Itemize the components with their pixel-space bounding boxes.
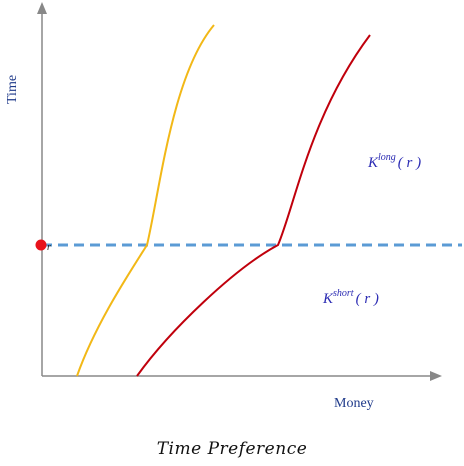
y-axis-arrowhead [37, 2, 47, 14]
k-short-argument: ( r ) [355, 291, 379, 307]
x-axis-arrowhead [430, 371, 442, 381]
k-long-argument: ( r ) [397, 155, 422, 171]
k-short-base: K [323, 291, 334, 307]
k-long-base: K [368, 155, 379, 171]
k-long-superscript: long [378, 152, 396, 163]
y-axis-label: Time [5, 74, 20, 104]
figure-caption: Time Preference [156, 439, 308, 459]
x-axis-label: Money [334, 396, 374, 411]
k-long-label: Klong( r ) [368, 152, 421, 172]
threshold-marker-label: r [47, 242, 51, 253]
k-short-label: Kshort( r ) [323, 288, 379, 308]
curve-right [136, 34, 371, 377]
threshold-marker [35, 239, 47, 251]
k-short-superscript: short [333, 288, 354, 299]
curve-left [76, 24, 215, 377]
